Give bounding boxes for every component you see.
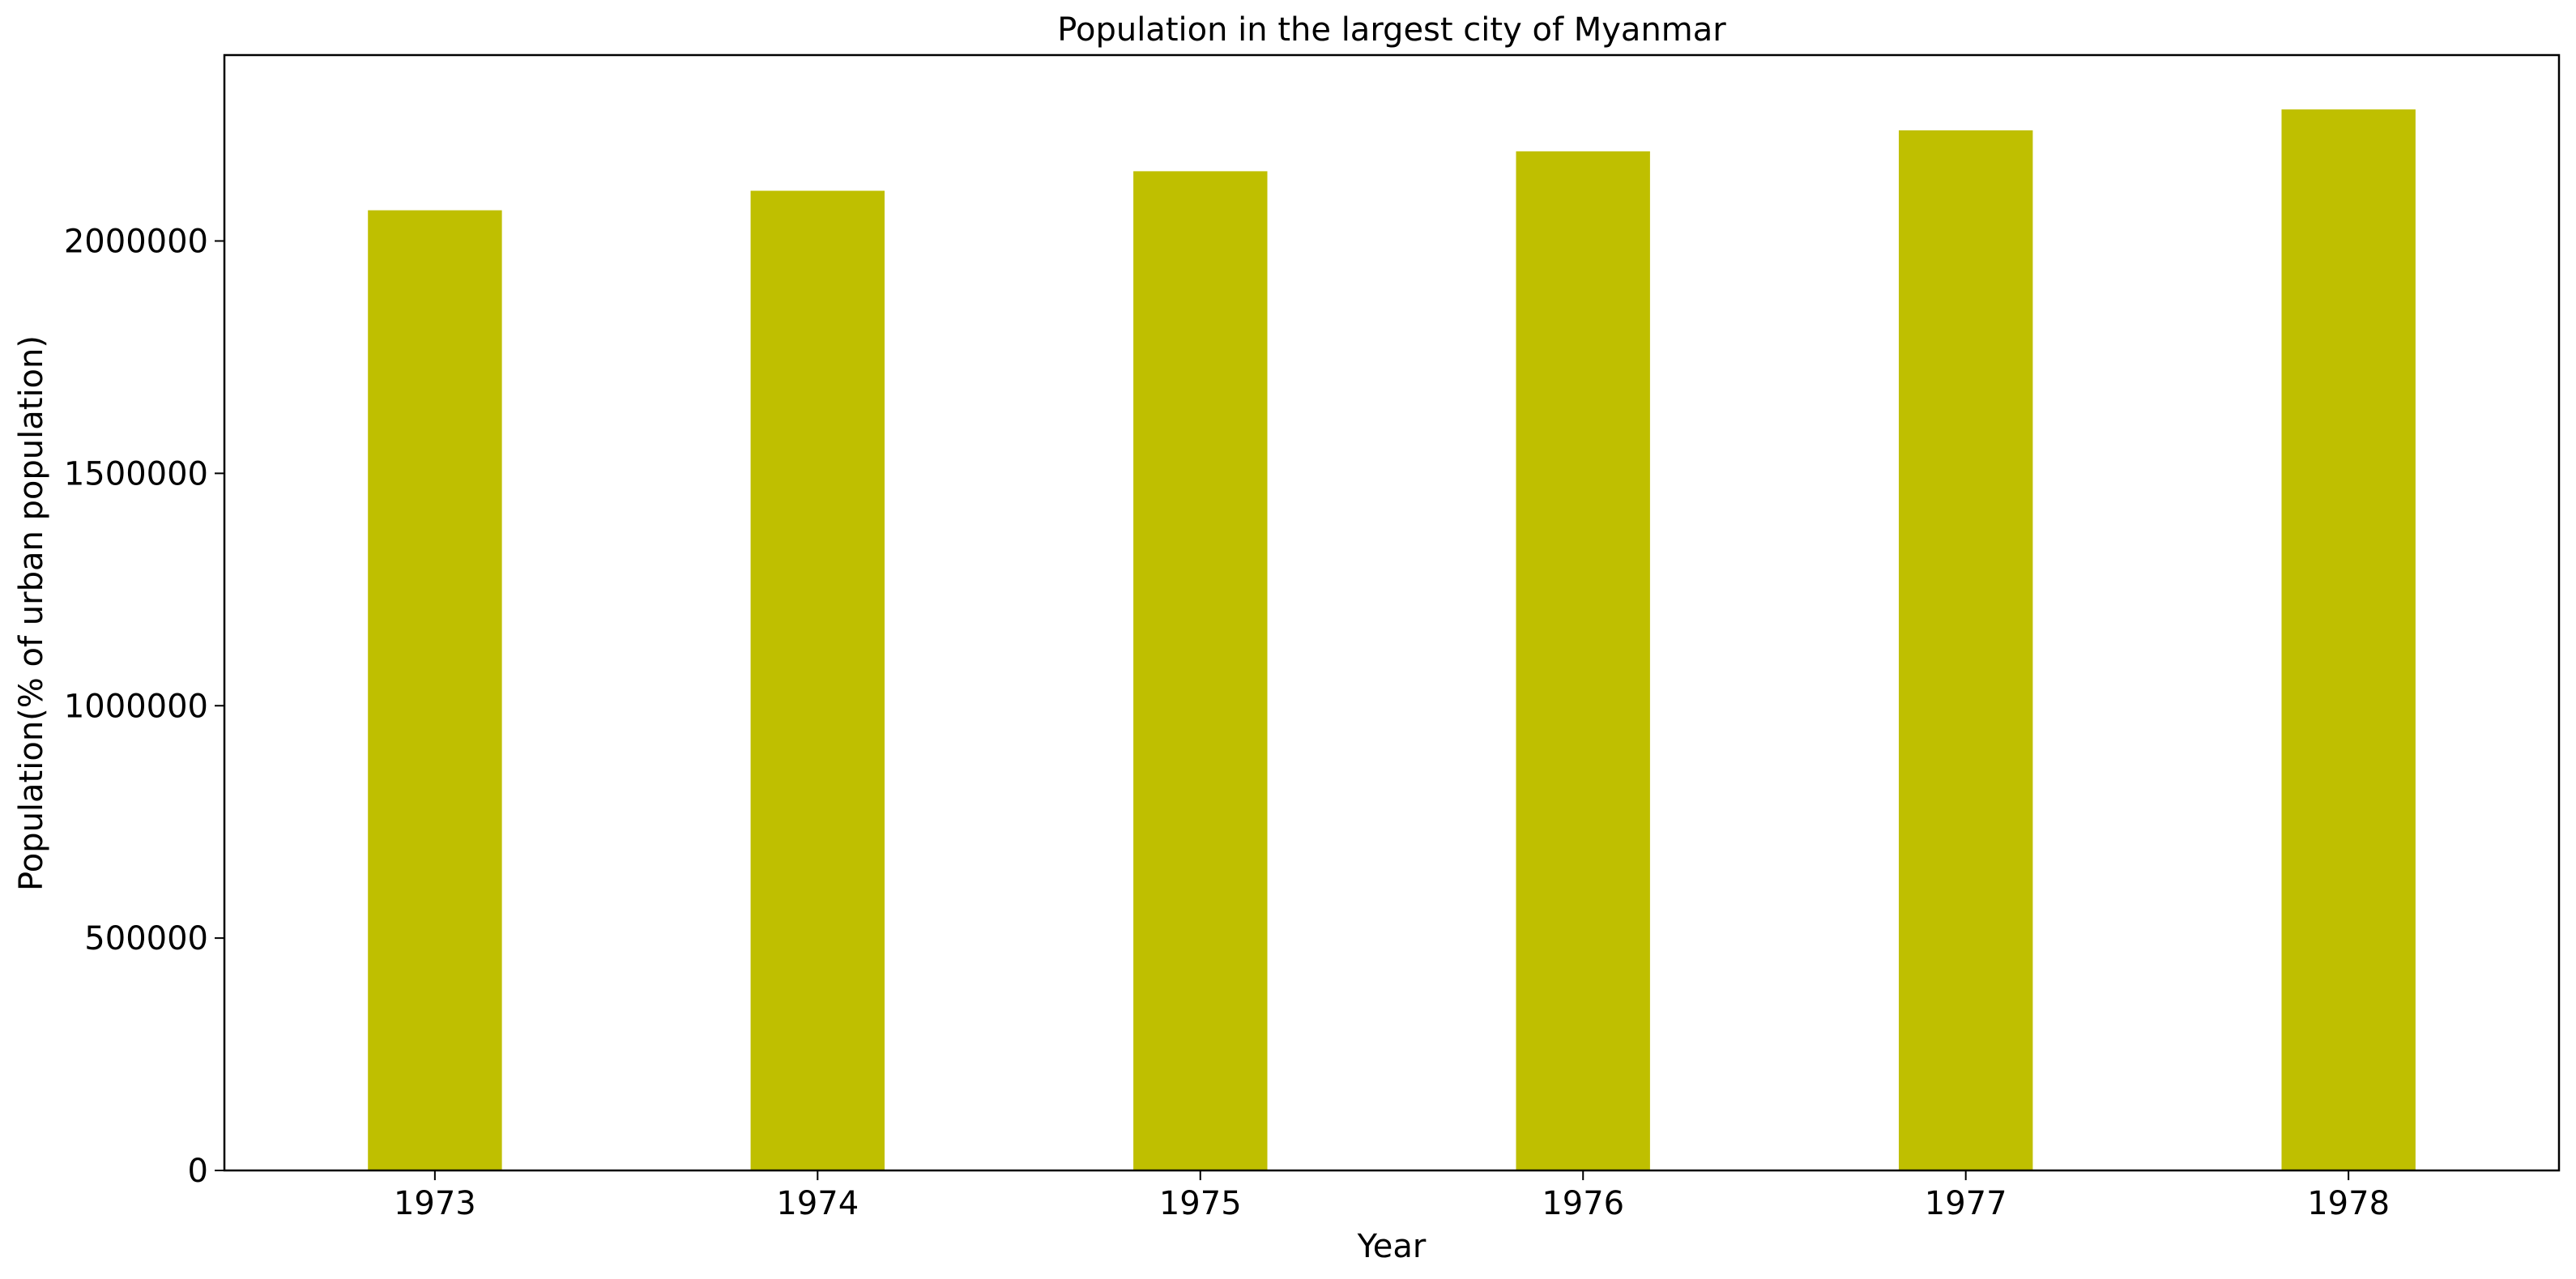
x-tick-label: 1976 (1542, 1185, 1624, 1222)
y-tick-label: 1000000 (64, 688, 208, 725)
y-tick-label: 0 (188, 1153, 208, 1190)
bar-1977 (1899, 130, 2033, 1170)
chart-title: Population in the largest city of Myanma… (1057, 11, 1726, 49)
x-axis-label: Year (1357, 1228, 1427, 1265)
x-axis-ticks: 1973 1974 1975 1976 1977 1978 (394, 1170, 2390, 1222)
x-tick-label: 1977 (1925, 1185, 2007, 1222)
bars (368, 109, 2416, 1171)
y-axis-ticks: 0 500000 1000000 1500000 2000000 (64, 224, 224, 1190)
y-tick-label: 2000000 (64, 224, 208, 261)
y-tick-label: 1500000 (64, 455, 208, 492)
x-tick-label: 1974 (776, 1185, 859, 1222)
bar-1973 (368, 210, 502, 1171)
y-tick-label: 500000 (84, 920, 208, 957)
plot-frame (223, 53, 2561, 1172)
bar-1975 (1133, 171, 1268, 1170)
x-tick-label: 1975 (1159, 1185, 1242, 1222)
x-tick-label: 1978 (2307, 1185, 2390, 1222)
bar-1978 (2281, 109, 2416, 1171)
x-tick-label: 1973 (394, 1185, 476, 1222)
bar-1976 (1516, 151, 1650, 1170)
y-axis-label: Population(% of urban population) (13, 335, 50, 891)
bar-1974 (750, 190, 885, 1170)
